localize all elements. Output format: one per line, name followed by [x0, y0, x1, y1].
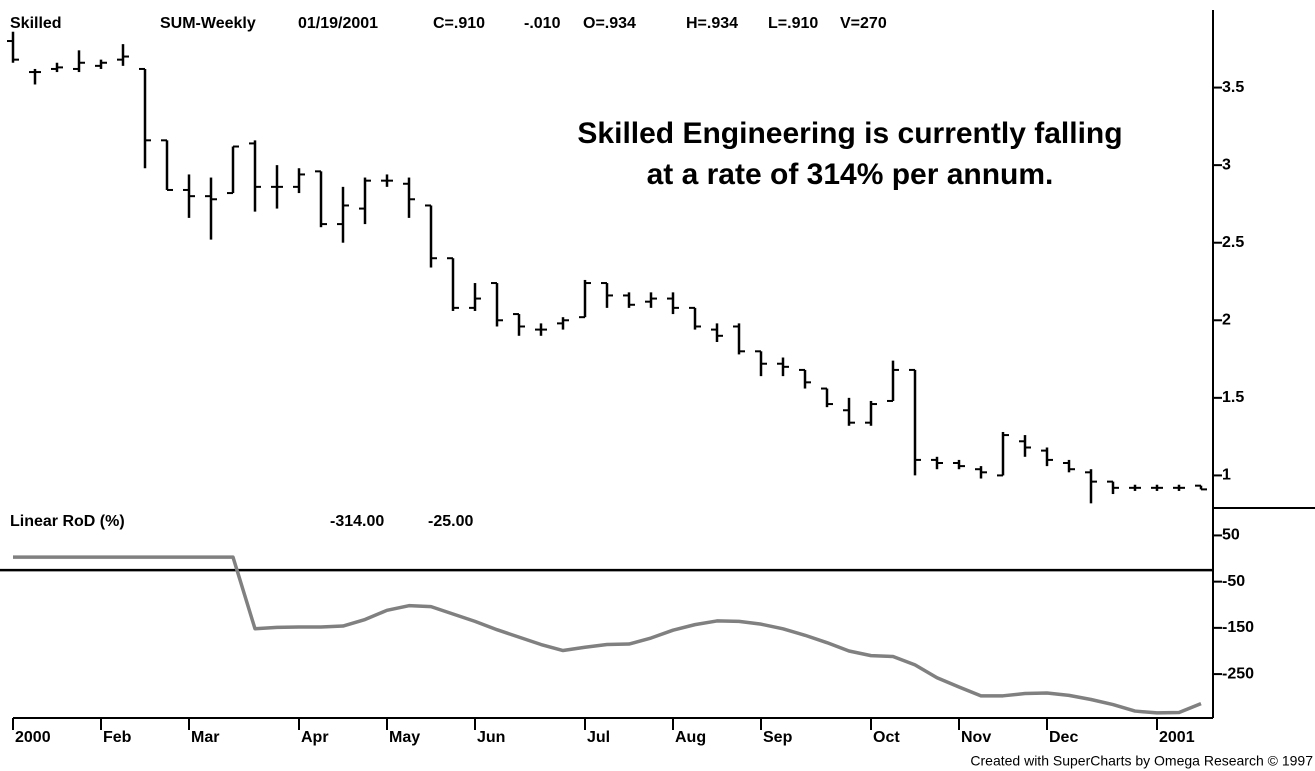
x-tick-label: Jun [477, 729, 505, 746]
header-text: SUM-Weekly [160, 15, 256, 32]
y-tick-label: 50 [1222, 527, 1240, 544]
x-tick-label: Jul [587, 729, 610, 746]
indicator-title: Linear RoD (%) [10, 513, 125, 530]
y-tick-label: 2.5 [1222, 234, 1244, 251]
header-text: -.010 [524, 15, 561, 32]
header-text: 01/19/2001 [298, 15, 378, 32]
x-tick-label: Mar [191, 729, 219, 746]
x-tick-label: May [389, 729, 420, 746]
x-tick-label: Apr [301, 729, 329, 746]
x-tick-label: Feb [103, 729, 132, 746]
indicator-line [13, 555, 1202, 715]
x-tick-label: 2001 [1159, 729, 1195, 746]
y-tick-label: 1 [1222, 467, 1231, 484]
y-tick-label: -250 [1222, 665, 1254, 682]
header-text: C=.910 [433, 15, 485, 32]
header-text: O=.934 [583, 15, 636, 32]
annotation: at a rate of 314% per annum. [647, 158, 1054, 191]
header-text: H=.934 [686, 15, 738, 32]
annotation: Skilled Engineering is currently falling [577, 117, 1122, 150]
x-tick-label: Oct [873, 729, 900, 746]
y-tick-label: 2 [1222, 311, 1231, 328]
x-tick-label: 2000 [15, 729, 51, 746]
x-tick-label: Dec [1049, 729, 1078, 746]
y-tick-label: -50 [1222, 573, 1245, 590]
footer: Created with SuperCharts by Omega Resear… [970, 753, 1313, 769]
y-tick-label: 3.5 [1222, 79, 1244, 96]
y-tick-label: 3 [1222, 156, 1231, 173]
y-tick-label: -150 [1222, 619, 1254, 636]
y-tick-label: 1.5 [1222, 389, 1244, 406]
reference-label: -25.00 [428, 513, 473, 530]
x-tick-label: Sep [763, 729, 793, 746]
header-text: L=.910 [768, 15, 818, 32]
header-text: V=270 [840, 15, 887, 32]
x-tick-label: Aug [675, 729, 706, 746]
value-label: -314.00 [330, 513, 384, 530]
header-text: Skilled [10, 15, 62, 32]
x-tick-label: Nov [961, 729, 991, 746]
